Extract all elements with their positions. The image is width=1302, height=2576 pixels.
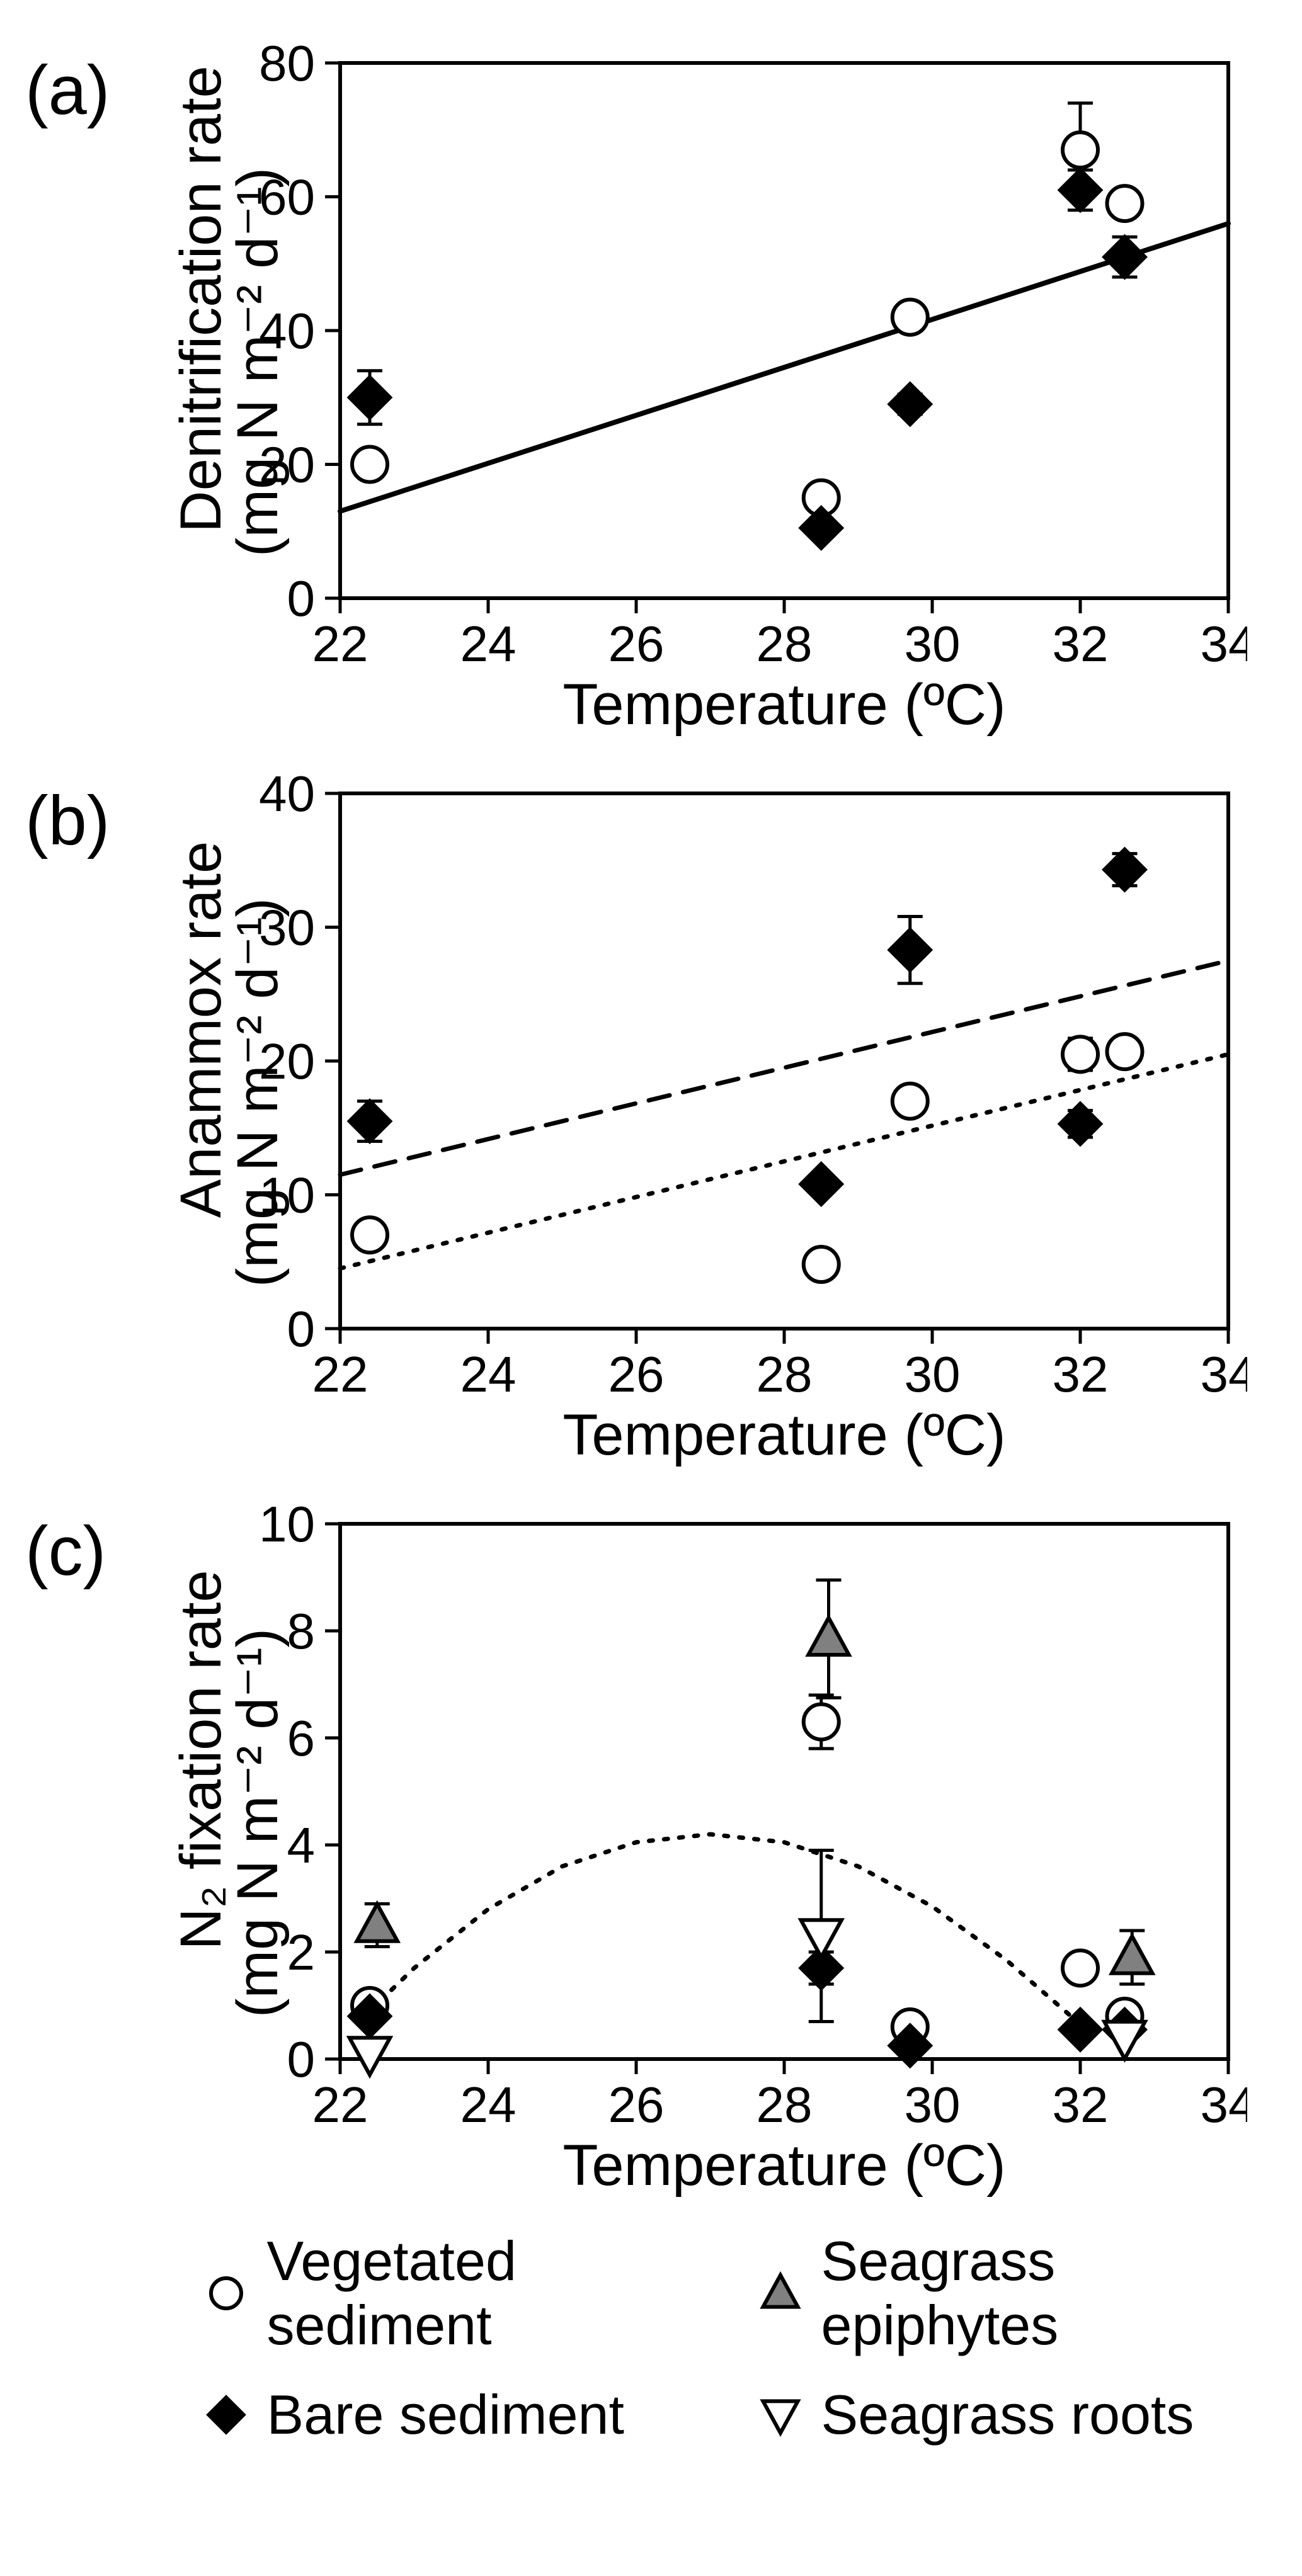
svg-text:Temperature (ºC): Temperature (ºC) [562,672,1005,737]
svg-text:26: 26 [608,2077,665,2133]
svg-text:22: 22 [312,616,368,672]
svg-text:24: 24 [460,2077,517,2133]
svg-text:32: 32 [1053,616,1109,672]
legend-item-bare: Bare sediment [204,2383,695,2447]
svg-text:28: 28 [757,616,813,672]
panel-c-row: (c) 222426283032340246810Temperature (ºC… [25,1499,1277,2204]
legend-swatch-vegetated [204,2271,248,2315]
panel-a-chart: 22242628303234020406080Temperature (ºC)D… [176,38,1247,743]
legend-label-bare: Bare sediment [267,2383,624,2447]
svg-text:Temperature (ºC): Temperature (ºC) [562,1403,1005,1467]
svg-text:22: 22 [312,1346,368,1402]
legend-label-epiphytes: Seagrass epiphytes [821,2229,1250,2358]
svg-text:(mg N m⁻² d⁻¹): (mg N m⁻² d⁻¹) [226,167,290,557]
svg-text:0: 0 [287,570,316,627]
svg-text:28: 28 [757,1346,813,1402]
svg-text:34: 34 [1201,1346,1247,1402]
svg-text:6: 6 [287,1710,316,1766]
svg-text:30: 30 [905,2077,961,2133]
panel-a-label: (a) [25,38,176,130]
svg-text:4: 4 [287,1817,316,1873]
svg-text:8: 8 [287,1603,316,1659]
svg-text:34: 34 [1201,616,1247,672]
svg-text:0: 0 [287,2031,316,2087]
svg-text:Temperature (ºC): Temperature (ºC) [562,2133,1005,2198]
svg-text:26: 26 [608,1346,665,1402]
legend-swatch-epiphytes [758,2271,802,2315]
svg-text:0: 0 [287,1301,316,1357]
panel-c-label: (c) [25,1499,176,1591]
legend-item-epiphytes: Seagrass epiphytes [758,2229,1250,2358]
svg-text:30: 30 [905,1346,961,1402]
svg-text:10: 10 [259,1499,315,1552]
svg-text:(mg N m⁻² d⁻¹): (mg N m⁻² d⁻¹) [226,898,290,1287]
panel-b-row: (b) 22242628303234010203040Temperature (… [25,768,1277,1473]
panel-a-row: (a) 22242628303234020406080Temperature (… [25,38,1277,743]
svg-text:24: 24 [460,616,517,672]
svg-text:(mg N m⁻² d⁻¹): (mg N m⁻² d⁻¹) [226,1628,290,2017]
svg-text:28: 28 [757,2077,813,2133]
svg-text:22: 22 [312,2077,368,2133]
legend-item-roots: Seagrass roots [758,2383,1250,2447]
svg-text:Denitrification rate: Denitrification rate [176,65,233,532]
legend-label-vegetated: Vegetated sediment [267,2229,695,2358]
legend-swatch-bare [204,2393,248,2437]
figure-root: (a) 22242628303234020406080Temperature (… [0,0,1302,2485]
panel-b-label: (b) [25,768,176,861]
svg-text:30: 30 [905,616,961,672]
svg-text:40: 40 [259,768,315,822]
legend-swatch-roots [758,2393,802,2437]
legend-item-vegetated: Vegetated sediment [204,2229,695,2358]
svg-text:2: 2 [287,1924,316,1980]
legend: Vegetated sediment Seagrass epiphytes Bare… [176,2229,1277,2447]
svg-text:80: 80 [259,38,315,91]
svg-text:Anammox rate: Anammox rate [176,841,233,1218]
svg-text:34: 34 [1201,2077,1247,2133]
svg-text:32: 32 [1053,1346,1109,1402]
svg-text:24: 24 [460,1346,517,1402]
panel-b-chart: 22242628303234010203040Temperature (ºC)A… [176,768,1247,1473]
panel-c-chart: 222426283032340246810Temperature (ºC)N₂ … [176,1499,1247,2204]
svg-text:32: 32 [1053,2077,1109,2133]
svg-text:26: 26 [608,616,665,672]
svg-text:N₂ fixation rate: N₂ fixation rate [176,1570,233,1949]
legend-label-roots: Seagrass roots [821,2383,1194,2447]
